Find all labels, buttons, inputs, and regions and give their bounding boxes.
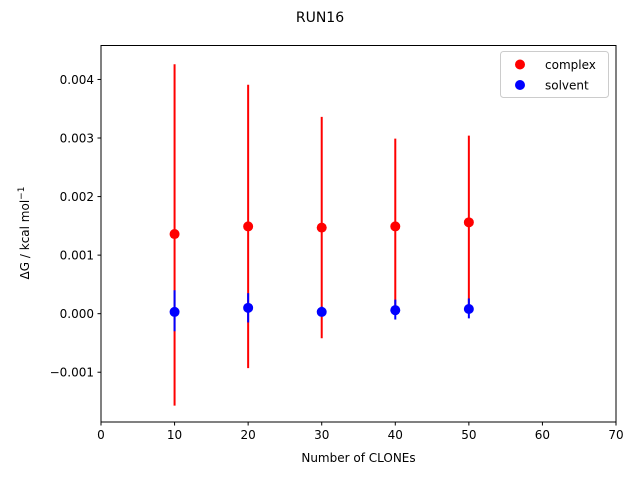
x-tick-label: 60 <box>535 428 550 442</box>
data-point-complex <box>463 217 474 228</box>
series-solvent <box>169 290 474 332</box>
legend: complex solvent <box>500 51 609 98</box>
chart-title: RUN16 <box>296 10 344 26</box>
data-point-complex <box>169 229 180 240</box>
y-tick-label: 0.004 <box>60 73 94 87</box>
x-tick-label: 70 <box>608 428 623 442</box>
x-tick-label: 50 <box>461 428 476 442</box>
data-point-solvent <box>390 305 401 316</box>
y-tick-label: 0.003 <box>60 132 94 146</box>
data-point-solvent <box>243 302 254 313</box>
y-axis-label-superscript: −1 <box>17 187 27 200</box>
x-tick-label: 40 <box>388 428 403 442</box>
legend-box <box>500 51 609 98</box>
y-axis: −0.001 0.000 0.001 0.002 0.003 0.004 <box>50 73 101 380</box>
x-tick-label: 10 <box>167 428 182 442</box>
data-point-complex <box>316 222 327 233</box>
y-tick-label: −0.001 <box>50 366 94 380</box>
legend-marker-complex <box>515 59 525 70</box>
data-point-solvent <box>316 306 327 317</box>
legend-label-solvent: solvent <box>545 79 589 93</box>
y-axis-label-main: ΔG / kcal mol <box>18 200 32 280</box>
y-tick-label: 0.001 <box>60 249 94 263</box>
legend-label-complex: complex <box>545 58 596 72</box>
data-point-solvent <box>169 306 180 317</box>
x-tick-label: 20 <box>241 428 256 442</box>
x-axis: 0 10 20 30 40 50 60 70 <box>97 422 624 442</box>
plot-frame <box>100 45 617 423</box>
data-point-solvent <box>463 303 474 314</box>
y-tick-label: 0.002 <box>60 190 94 204</box>
x-tick-label: 0 <box>97 428 105 442</box>
legend-marker-solvent <box>515 80 525 90</box>
x-tick-label: 30 <box>314 428 329 442</box>
data-point-complex <box>243 221 254 232</box>
data-point-complex <box>390 221 401 232</box>
x-axis-label: Number of CLONEs <box>301 451 415 465</box>
plot-marks <box>169 64 474 406</box>
y-axis-label: ΔG / kcal mol−1 <box>17 187 32 280</box>
y-tick-label: 0.000 <box>60 307 94 321</box>
